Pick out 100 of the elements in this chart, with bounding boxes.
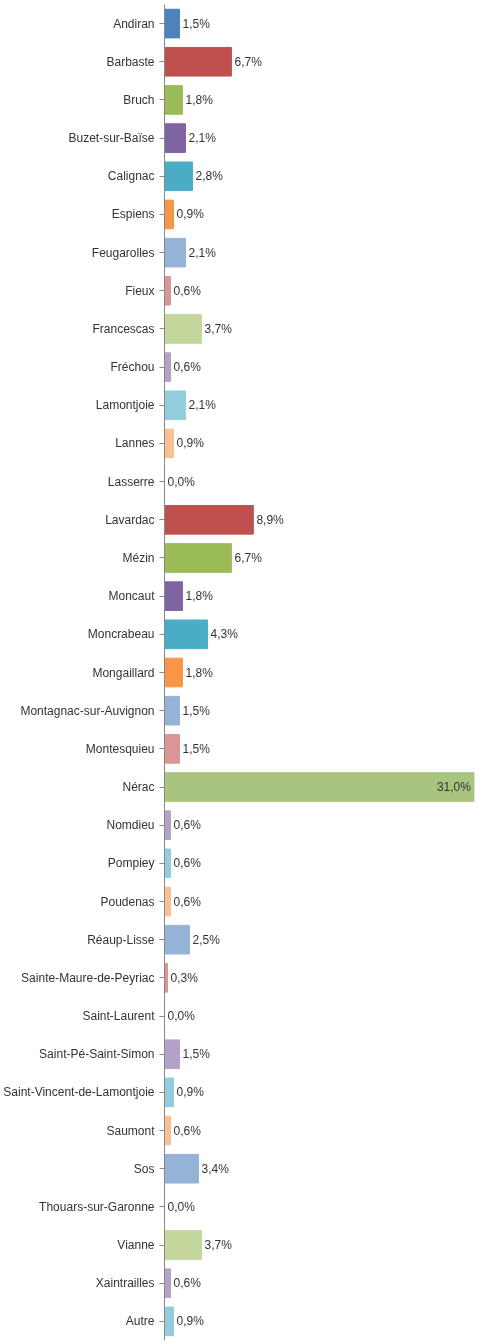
y-tick-label: Xaintrailles — [95, 1276, 155, 1291]
y-tick-label: Saint-Vincent-de-Lamontjoie — [3, 1085, 155, 1100]
data-label: 2,1% — [188, 398, 217, 413]
bar — [164, 199, 174, 230]
data-label: 6,7% — [234, 550, 263, 565]
y-tick-label: Autre — [125, 1314, 155, 1329]
y-tick-label: Buzet-sur-Baïse — [68, 131, 155, 146]
data-label: 4,3% — [210, 627, 239, 642]
bar — [164, 1077, 174, 1108]
y-tick-label: Andiran — [113, 16, 155, 31]
y-tick-label: Saint-Laurent — [82, 1009, 156, 1024]
data-label: 0,6% — [173, 818, 202, 833]
y-tick-label: Poudenas — [100, 894, 155, 909]
y-tick-label: Mézin — [122, 550, 155, 565]
y-tick-label: Lasserre — [107, 474, 155, 489]
y-tick-label: Fréchou — [110, 360, 155, 375]
bar — [164, 695, 180, 726]
bar — [164, 505, 254, 535]
data-label: 0,9% — [176, 207, 205, 222]
data-label: 1,8% — [185, 665, 214, 680]
bar — [164, 123, 186, 153]
y-tick-label: Barbaste — [106, 54, 155, 69]
data-label: 0,0% — [167, 1009, 196, 1024]
data-label: 0,6% — [173, 894, 202, 909]
data-label: 0,0% — [167, 474, 196, 489]
bar — [164, 924, 190, 955]
data-label: 0,6% — [173, 1276, 202, 1291]
y-tick-label: Vianne — [117, 1238, 155, 1253]
bar — [164, 1039, 180, 1070]
y-tick-label: Lannes — [115, 436, 155, 451]
data-label: 0,9% — [176, 1085, 205, 1100]
y-tick-label: Thouars-sur-Garonne — [39, 1199, 155, 1214]
data-label: 0,9% — [176, 1314, 205, 1329]
bar — [164, 161, 193, 192]
data-label: 1,5% — [182, 16, 211, 31]
data-label: 1,5% — [182, 1047, 211, 1062]
bar — [164, 1230, 202, 1260]
data-label: 3,7% — [204, 1238, 233, 1253]
data-label: 0,6% — [173, 360, 202, 375]
data-label: 3,7% — [204, 321, 233, 336]
bar — [164, 1306, 174, 1337]
y-tick-label: Fieux — [125, 283, 155, 298]
bar — [164, 772, 475, 802]
data-label: 2,5% — [192, 932, 221, 947]
y-tick-label: Lamontjoie — [95, 398, 155, 413]
bar — [164, 734, 180, 764]
data-label: 6,7% — [234, 54, 263, 69]
bar — [164, 619, 208, 650]
bar — [164, 886, 171, 917]
y-tick-label: Sainte-Maure-de-Peyriac — [21, 970, 155, 985]
bar — [164, 8, 180, 39]
y-tick-label: Montagnac-sur-Auvignon — [20, 703, 155, 718]
y-tick-label: Nomdieu — [106, 818, 155, 833]
data-label: 3,4% — [201, 1161, 230, 1176]
bar — [164, 543, 232, 573]
y-tick-label: Calignac — [107, 169, 155, 184]
bar — [164, 314, 202, 344]
bar — [164, 657, 183, 688]
bar — [164, 85, 183, 115]
bar — [164, 1268, 171, 1299]
data-label: 0,6% — [173, 1123, 202, 1138]
bar — [164, 1153, 199, 1184]
bar — [164, 352, 171, 382]
bar — [164, 848, 171, 879]
data-label: 1,5% — [182, 741, 211, 756]
bar — [164, 581, 183, 611]
bar — [164, 46, 232, 77]
data-label: 0,9% — [176, 436, 205, 451]
bar — [164, 810, 171, 840]
y-tick-label: Moncaut — [108, 589, 156, 604]
y-tick-label: Nérac — [122, 780, 155, 795]
y-tick-label: Francescas — [92, 321, 155, 336]
y-tick-label: Pompiey — [107, 856, 155, 871]
y-tick-label: Montesquieu — [85, 741, 155, 756]
bar — [164, 1115, 171, 1146]
y-tick-label: Bruch — [123, 92, 155, 107]
data-label: 31,0% — [436, 780, 472, 795]
y-tick-label: Saint-Pé-Saint-Simon — [39, 1047, 155, 1062]
data-label: 0,6% — [173, 283, 202, 298]
y-tick-label: Espiens — [111, 207, 155, 222]
data-label: 8,9% — [256, 512, 285, 527]
bar — [164, 275, 171, 306]
data-label: 1,5% — [182, 703, 211, 718]
data-label: 0,0% — [167, 1199, 196, 1214]
y-tick-label: Réaup-Lisse — [87, 932, 155, 947]
data-label: 2,1% — [188, 131, 217, 146]
y-tick-label: Moncrabeau — [87, 627, 155, 642]
data-label: 1,8% — [185, 92, 214, 107]
y-tick-label: Saumont — [106, 1123, 156, 1138]
data-label: 0,6% — [173, 856, 202, 871]
bar — [164, 237, 186, 268]
y-tick-label: Sos — [133, 1161, 155, 1176]
data-label: 0,3% — [170, 970, 199, 985]
data-label: 2,8% — [195, 169, 224, 184]
bar — [164, 428, 174, 459]
data-label: 2,1% — [188, 245, 217, 260]
y-tick-label: Feugarolles — [91, 245, 155, 260]
y-tick-label: Lavardac — [105, 512, 155, 527]
bar — [164, 390, 186, 421]
y-tick-label: Mongaillard — [92, 665, 155, 680]
